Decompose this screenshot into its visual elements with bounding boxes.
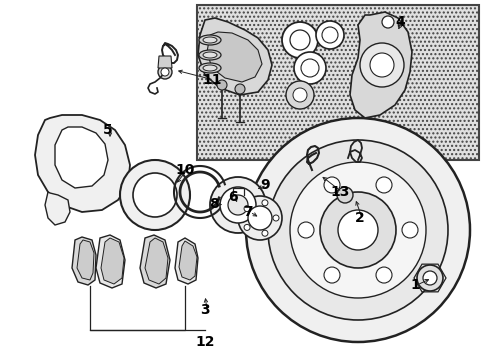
Text: 6: 6 <box>228 190 237 204</box>
Circle shape <box>337 210 377 250</box>
Bar <box>197 5 478 160</box>
Circle shape <box>238 196 282 240</box>
Circle shape <box>297 222 313 238</box>
Circle shape <box>158 65 172 79</box>
Circle shape <box>262 200 267 206</box>
Polygon shape <box>55 127 108 188</box>
Circle shape <box>272 215 279 221</box>
Circle shape <box>324 177 339 193</box>
Circle shape <box>359 43 403 87</box>
Circle shape <box>381 16 393 28</box>
Text: 10: 10 <box>175 163 194 177</box>
Circle shape <box>401 222 417 238</box>
Text: 1: 1 <box>409 278 419 292</box>
Polygon shape <box>45 192 70 225</box>
Circle shape <box>133 173 177 217</box>
Polygon shape <box>175 238 198 284</box>
Circle shape <box>220 187 256 223</box>
Circle shape <box>301 59 318 77</box>
Ellipse shape <box>203 65 217 71</box>
Polygon shape <box>349 12 411 118</box>
Circle shape <box>262 230 267 236</box>
Polygon shape <box>198 18 271 95</box>
Circle shape <box>416 265 442 291</box>
Text: 12: 12 <box>195 335 214 349</box>
Circle shape <box>289 30 309 50</box>
Circle shape <box>375 267 391 283</box>
Circle shape <box>375 177 391 193</box>
Circle shape <box>244 206 249 212</box>
Circle shape <box>285 81 313 109</box>
Circle shape <box>217 80 226 90</box>
Polygon shape <box>77 240 94 280</box>
Polygon shape <box>140 235 170 288</box>
Circle shape <box>289 162 425 298</box>
Circle shape <box>324 267 339 283</box>
Polygon shape <box>101 238 124 284</box>
Circle shape <box>209 177 265 233</box>
Circle shape <box>422 271 436 285</box>
Text: 2: 2 <box>354 211 364 225</box>
Circle shape <box>369 53 393 77</box>
Circle shape <box>292 88 306 102</box>
Circle shape <box>319 192 395 268</box>
Polygon shape <box>35 115 130 212</box>
Circle shape <box>120 160 190 230</box>
Polygon shape <box>72 237 96 285</box>
Ellipse shape <box>199 50 221 60</box>
Text: 8: 8 <box>209 197 219 211</box>
Circle shape <box>247 206 271 230</box>
Ellipse shape <box>199 63 221 73</box>
Polygon shape <box>179 241 197 280</box>
Circle shape <box>245 118 469 342</box>
Text: 7: 7 <box>243 205 252 219</box>
Circle shape <box>267 140 447 320</box>
Text: 4: 4 <box>394 15 404 29</box>
Circle shape <box>336 187 352 203</box>
Text: 5: 5 <box>103 123 113 137</box>
Ellipse shape <box>199 35 221 45</box>
Circle shape <box>293 52 325 84</box>
Ellipse shape <box>203 52 217 58</box>
Circle shape <box>227 195 247 215</box>
Circle shape <box>235 84 244 94</box>
Text: 9: 9 <box>260 178 269 192</box>
Circle shape <box>282 22 317 58</box>
Polygon shape <box>158 56 172 68</box>
Circle shape <box>321 27 337 43</box>
Ellipse shape <box>203 37 217 43</box>
Circle shape <box>161 68 169 76</box>
Circle shape <box>244 224 249 230</box>
Polygon shape <box>96 235 125 288</box>
Circle shape <box>315 21 343 49</box>
Polygon shape <box>145 238 168 284</box>
Text: 11: 11 <box>202 73 221 87</box>
Text: 3: 3 <box>200 303 209 317</box>
Polygon shape <box>206 32 262 82</box>
Text: 13: 13 <box>329 185 349 199</box>
